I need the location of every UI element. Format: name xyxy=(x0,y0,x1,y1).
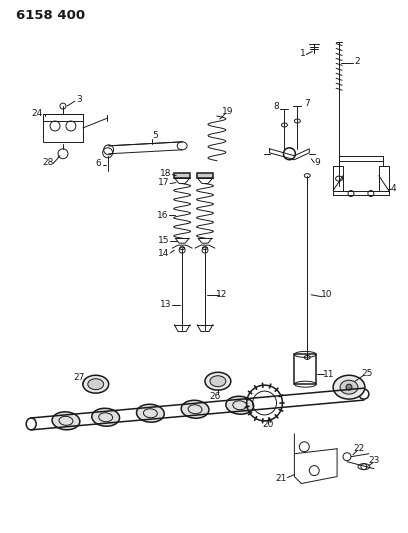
Ellipse shape xyxy=(92,408,120,426)
Bar xyxy=(295,354,316,384)
Text: 12: 12 xyxy=(216,290,228,300)
Text: 11: 11 xyxy=(324,370,335,379)
Text: 7: 7 xyxy=(304,99,310,108)
Text: 19: 19 xyxy=(222,107,234,116)
Text: 1: 1 xyxy=(300,49,306,58)
Text: 2: 2 xyxy=(354,57,360,66)
Bar xyxy=(43,114,83,142)
Circle shape xyxy=(346,384,352,390)
Text: 21: 21 xyxy=(276,474,287,483)
Text: 27: 27 xyxy=(73,373,84,382)
Bar xyxy=(174,173,190,177)
Ellipse shape xyxy=(210,376,226,386)
Text: 23: 23 xyxy=(368,456,379,465)
Ellipse shape xyxy=(205,372,231,390)
Text: 16: 16 xyxy=(157,211,168,220)
Bar xyxy=(197,173,213,177)
Text: 28: 28 xyxy=(42,158,54,167)
Text: 14: 14 xyxy=(157,248,169,257)
Ellipse shape xyxy=(52,412,80,430)
Text: 5: 5 xyxy=(153,132,158,140)
Text: 6158 400: 6158 400 xyxy=(16,9,85,22)
Ellipse shape xyxy=(83,375,109,393)
Text: 24: 24 xyxy=(31,109,43,118)
Ellipse shape xyxy=(333,375,365,399)
Text: 15: 15 xyxy=(157,236,169,245)
Text: 4: 4 xyxy=(391,184,397,193)
Ellipse shape xyxy=(340,380,358,394)
Ellipse shape xyxy=(88,379,104,390)
Ellipse shape xyxy=(226,396,254,414)
Text: 3: 3 xyxy=(76,95,82,103)
Text: 18: 18 xyxy=(160,169,171,178)
Text: 25: 25 xyxy=(361,369,373,378)
Text: 26: 26 xyxy=(209,392,221,401)
Text: 9: 9 xyxy=(314,158,320,167)
Text: 6: 6 xyxy=(96,159,102,168)
Text: 8: 8 xyxy=(274,102,279,111)
Text: 10: 10 xyxy=(322,290,333,300)
Ellipse shape xyxy=(181,400,209,418)
Text: 20: 20 xyxy=(262,421,273,430)
Text: 22: 22 xyxy=(353,444,365,453)
Text: 13: 13 xyxy=(160,300,171,309)
Ellipse shape xyxy=(137,404,164,422)
Text: 17: 17 xyxy=(157,178,169,187)
